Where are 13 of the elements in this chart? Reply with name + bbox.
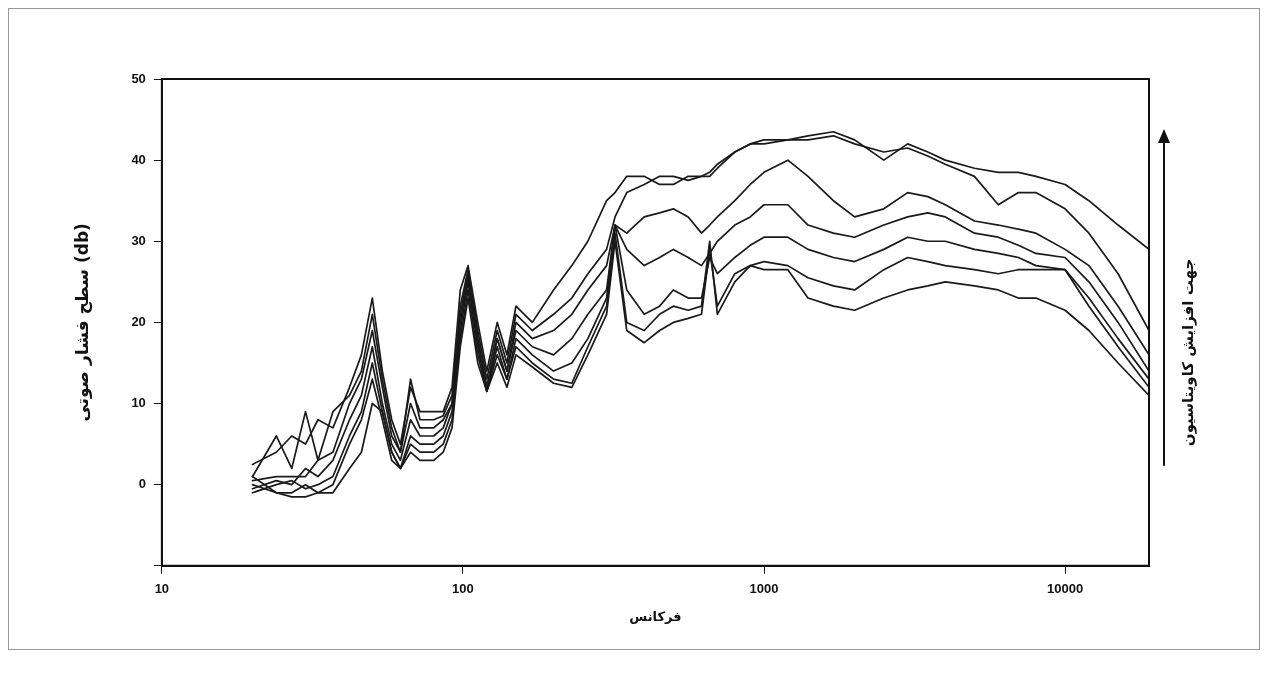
y-tick-label: 0 xyxy=(138,476,146,492)
y-tick-label: 10 xyxy=(131,395,146,411)
y-tick-label: 50 xyxy=(131,70,146,86)
x-tick-label: 100 xyxy=(452,581,474,597)
y-tick-label: 20 xyxy=(131,313,146,329)
x-tick-label: 1000 xyxy=(749,581,779,597)
y-tick-label: 30 xyxy=(131,232,146,248)
x-tick-label: 10000 xyxy=(1047,581,1084,597)
y-axis-title: سطح فشار صوتی (db) xyxy=(71,223,93,422)
text: جهت افزایش کاویتاسیون xyxy=(1178,258,1197,447)
x-tick-label: 10 xyxy=(154,581,170,597)
y-tick-label: 40 xyxy=(131,151,146,167)
x-axis-title: فرکانس xyxy=(629,608,682,624)
